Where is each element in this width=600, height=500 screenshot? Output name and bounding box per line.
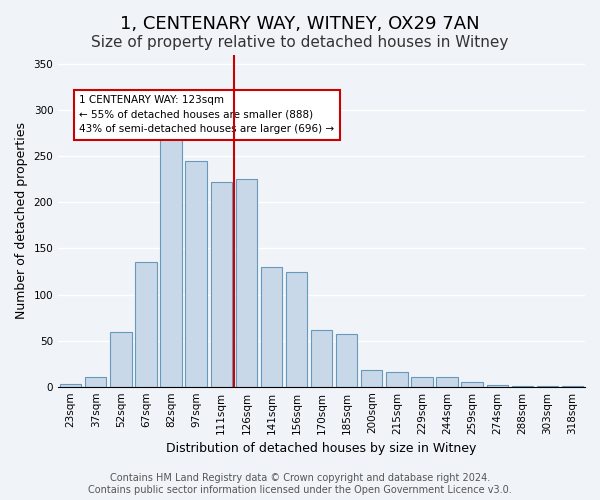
Bar [185, 161, 207, 386]
Bar [110, 332, 131, 386]
Bar [436, 378, 458, 386]
Bar [236, 180, 257, 386]
Bar [336, 334, 358, 386]
Bar [487, 385, 508, 386]
Bar [411, 378, 433, 386]
Bar [261, 267, 282, 386]
Bar [85, 378, 106, 386]
Bar [361, 370, 382, 386]
Bar [160, 130, 182, 386]
Bar [286, 272, 307, 386]
Bar [461, 382, 483, 386]
Bar [60, 384, 82, 386]
Text: 1 CENTENARY WAY: 123sqm
← 55% of detached houses are smaller (888)
43% of semi-d: 1 CENTENARY WAY: 123sqm ← 55% of detache… [79, 95, 334, 134]
Text: Contains HM Land Registry data © Crown copyright and database right 2024.
Contai: Contains HM Land Registry data © Crown c… [88, 474, 512, 495]
Bar [386, 372, 407, 386]
Bar [311, 330, 332, 386]
Text: Size of property relative to detached houses in Witney: Size of property relative to detached ho… [91, 35, 509, 50]
X-axis label: Distribution of detached houses by size in Witney: Distribution of detached houses by size … [166, 442, 477, 455]
Bar [136, 262, 157, 386]
Text: 1, CENTENARY WAY, WITNEY, OX29 7AN: 1, CENTENARY WAY, WITNEY, OX29 7AN [120, 15, 480, 33]
Bar [211, 182, 232, 386]
Y-axis label: Number of detached properties: Number of detached properties [15, 122, 28, 320]
